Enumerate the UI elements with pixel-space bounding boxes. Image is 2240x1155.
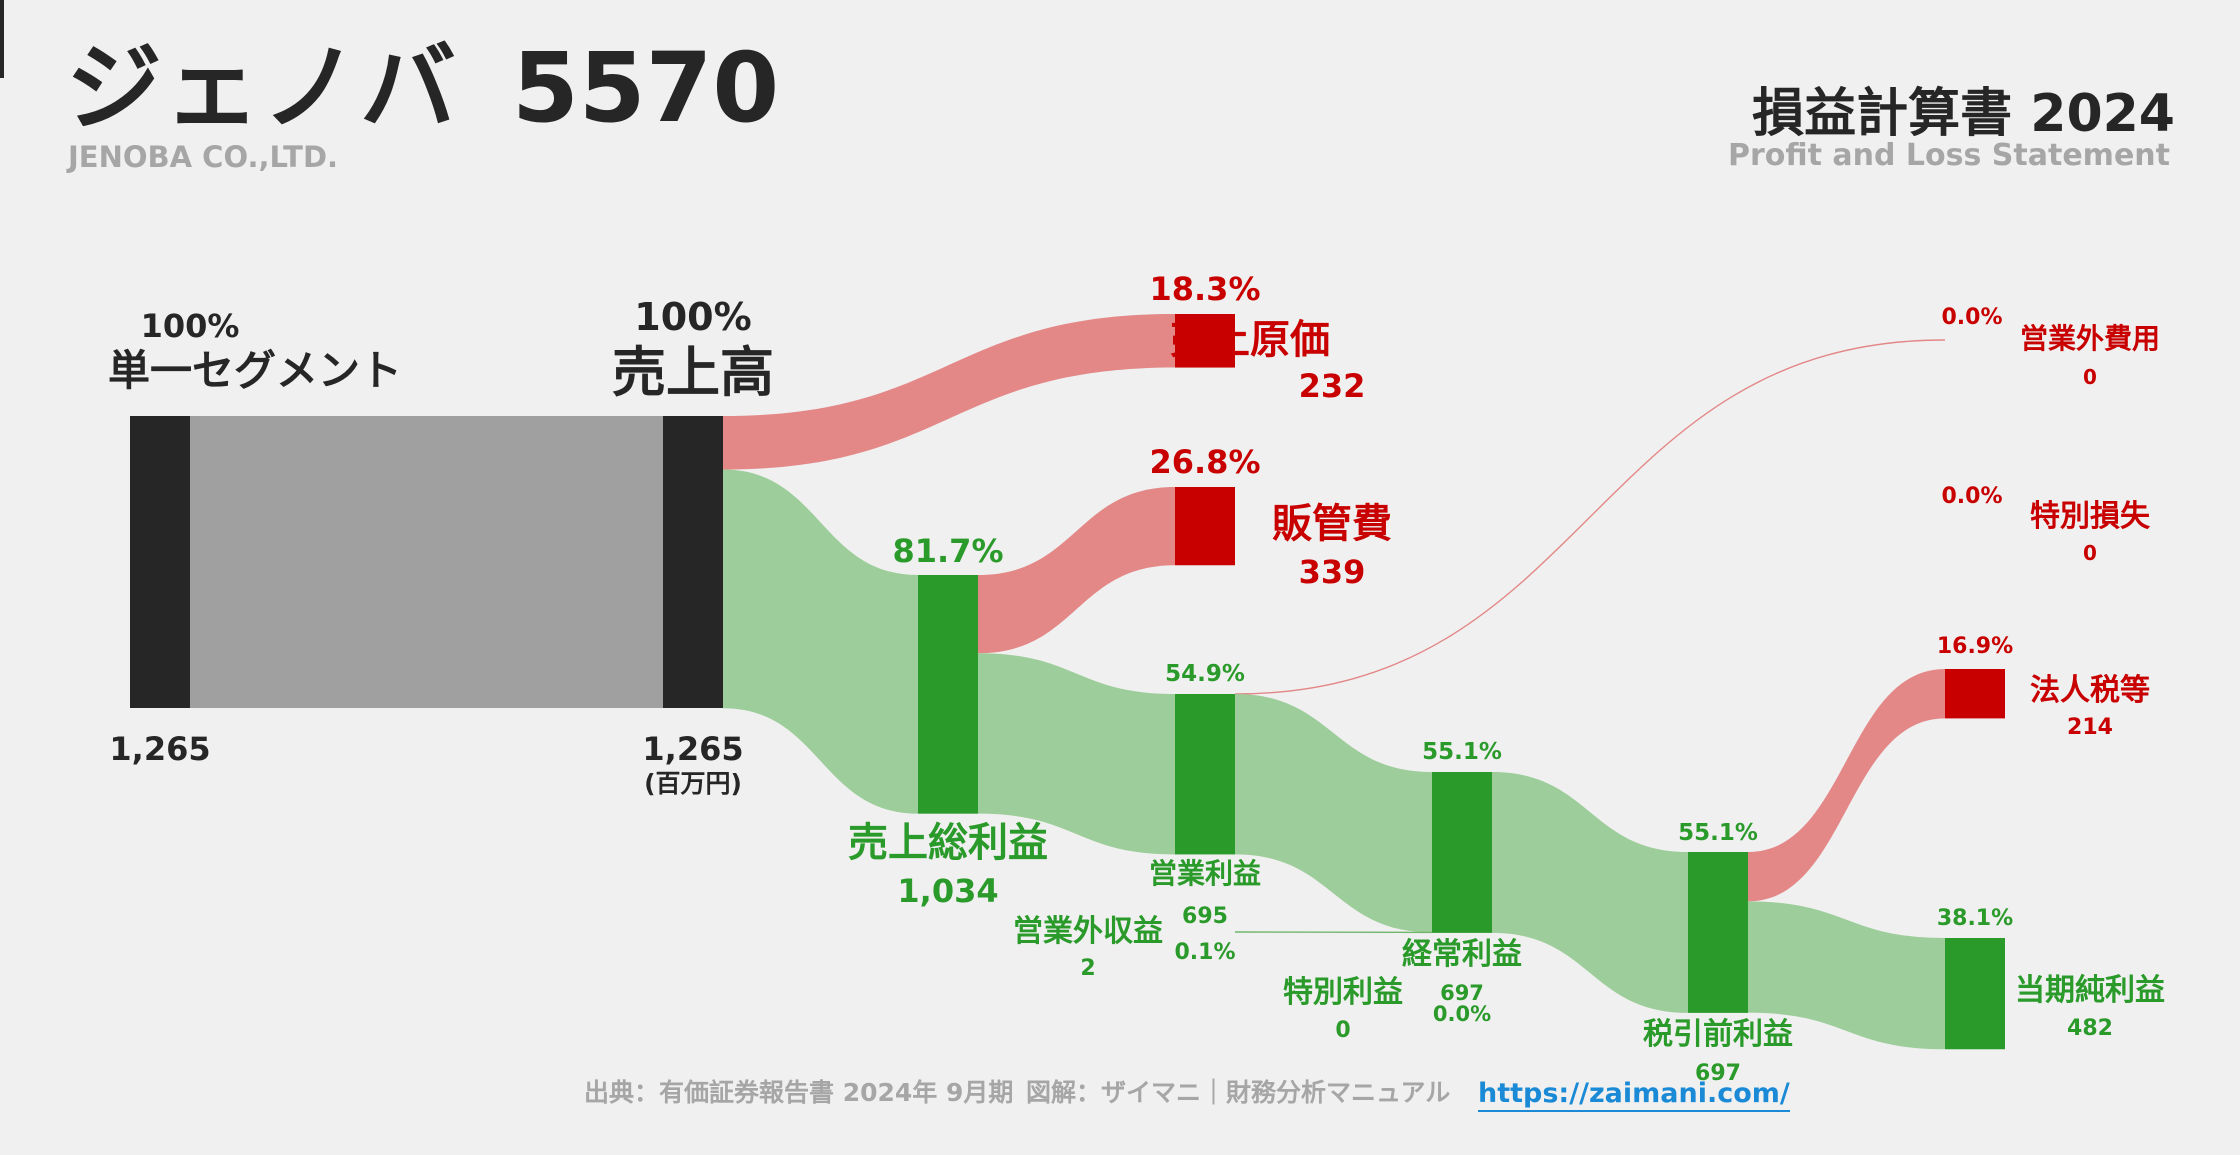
footer-url-link[interactable]: https://zaimani.com/ (1478, 1080, 1790, 1112)
label-extraordinary_income-label: 特別利益 (1283, 975, 1403, 1010)
label-ordinary_profit-label: 経常利益 (1402, 937, 1522, 972)
label-non_op_expense-label: 営業外費用 (2019, 322, 2161, 355)
node-bar-income_tax (1945, 669, 2005, 719)
label-ordinary_profit-value_label: 697 (1440, 981, 1484, 1005)
node-bar-gross_profit (918, 575, 978, 814)
label-cogs-label: 売上原価 (1170, 317, 1330, 363)
label-extraordinary_loss-pct: 0.0% (1941, 484, 2003, 509)
flow-segment-to-revenue (190, 416, 663, 708)
node-bar-sga (1175, 487, 1235, 566)
label-net_income-value_label: 482 (2067, 1016, 2113, 1041)
label-segment-pct: 100% (140, 307, 240, 345)
statement-title: 損益計算書 2024 (1752, 84, 2175, 144)
label-non_op_expense-value_label: 0 (2083, 365, 2097, 389)
label-income_tax-pct: 16.9% (1936, 634, 2014, 659)
label-non_op_expense-pct: 0.0% (1941, 305, 2003, 330)
label-operating_profit-label: 営業利益 (1148, 857, 1262, 890)
label-income_tax-label: 法人税等 (2030, 673, 2150, 708)
stock-code: 5570 (512, 32, 780, 144)
label-revenue-pct: 100% (634, 295, 752, 339)
footer-credit: 図解：ザイマニ｜財務分析マニュアル (1026, 1078, 1451, 1107)
label-gross_profit-pct: 81.7% (892, 532, 1004, 570)
label-non_op_income-pct: 0.1% (1174, 940, 1236, 965)
label-extraordinary_income-value_label: 0 (1335, 1018, 1351, 1043)
label-operating_profit-value_label: 695 (1182, 904, 1228, 929)
label-ordinary_profit-pct: 55.1% (1422, 739, 1502, 765)
node-bar-segment (130, 416, 190, 708)
label-sga-label: 販管費 (1272, 501, 1392, 547)
label-extraordinary_loss-value_label: 0 (2083, 541, 2097, 565)
company-name: ジェノバ (66, 32, 458, 144)
flow-pretax_profit-to-net_income (1748, 901, 1945, 1050)
label-segment-value_label: 1,265 (109, 730, 211, 768)
label-income_tax-value_label: 214 (2067, 715, 2113, 740)
label-revenue-value_label: 1,265 (642, 730, 744, 768)
label-sga-pct: 26.8% (1149, 443, 1261, 481)
flow-gross_profit-to-operating_profit (978, 653, 1175, 855)
node-bar-revenue (663, 416, 723, 708)
title-separator (0, 0, 4, 78)
label-extraordinary_income-pct: 0.0% (1432, 1002, 1492, 1026)
label-gross_profit-label: 売上総利益 (848, 820, 1048, 866)
label-non_op_income-label: 営業外収益 (1013, 914, 1163, 949)
flow-pretax_profit-to-income_tax (1748, 669, 1945, 902)
label-pretax_profit-label: 税引前利益 (1643, 1017, 1793, 1052)
flow-gross_profit-to-sga (978, 487, 1175, 654)
label-net_income-label: 当期純利益 (2015, 973, 2165, 1008)
label-extraordinary_loss-label: 特別損失 (2030, 499, 2150, 534)
label-gross_profit-value_label: 1,034 (897, 872, 999, 910)
footer-source: 出典：有価証券報告書 2024年 9月期 (584, 1078, 1014, 1107)
node-bar-cogs (1175, 314, 1235, 368)
label-net_income-pct: 38.1% (1936, 906, 2014, 931)
flow-operating_profit-to-non_op_expense (1234, 339, 1946, 695)
node-bar-net_income (1945, 938, 2005, 1050)
flow-revenue-to-gross_profit (723, 469, 918, 814)
label-pretax_profit-value_label: 697 (1695, 1061, 1741, 1086)
unit-label: (百万円) (644, 769, 742, 798)
flow-operating_profit-to-ordinary_profit (1235, 694, 1432, 933)
label-revenue-label: 売上高 (612, 341, 774, 404)
label-cogs-value_label: 232 (1298, 367, 1366, 405)
label-sga-value_label: 339 (1298, 553, 1366, 591)
label-segment-label: 単一セグメント (107, 346, 403, 395)
node-bar-operating_profit (1175, 694, 1235, 855)
company-name-en: JENOBA CO.,LTD. (68, 140, 339, 174)
label-operating_profit-pct: 54.9% (1165, 661, 1245, 687)
flow-ordinary_profit-to-pretax_profit (1492, 772, 1688, 1013)
node-bar-ordinary_profit (1432, 772, 1492, 933)
label-non_op_income-value_label: 2 (1080, 956, 1096, 981)
label-pretax_profit-pct: 55.1% (1678, 820, 1758, 846)
node-bar-pretax_profit (1688, 852, 1748, 1013)
flow-revenue-to-cogs (723, 314, 1175, 470)
statement-title-en: Profit and Loss Statement (1727, 138, 2170, 173)
label-cogs-pct: 18.3% (1149, 270, 1261, 308)
